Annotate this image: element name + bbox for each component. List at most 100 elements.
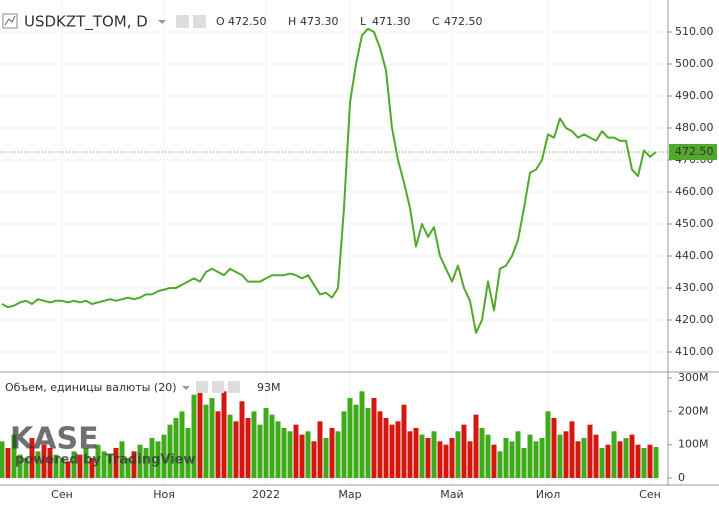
symbol-icon[interactable]	[2, 13, 18, 29]
hide-icon[interactable]	[193, 15, 206, 28]
volume-bar	[323, 438, 329, 478]
volume-bar	[119, 441, 125, 478]
volume-bar	[449, 438, 455, 478]
volume-bar	[239, 401, 245, 478]
last-price-label: 472.50	[675, 145, 714, 158]
volume-bar	[77, 454, 83, 478]
volume-bar	[653, 447, 659, 478]
volume-bar	[551, 418, 557, 478]
close-icon[interactable]	[228, 381, 240, 393]
volume-bar	[407, 431, 413, 478]
volume-bar	[233, 421, 239, 478]
ohlc-legend: O 472.50 H 473.30 L 471.30 C 472.50	[216, 15, 483, 28]
chart-title: USDKZT_TOM, D	[24, 13, 148, 32]
volume-bar	[533, 441, 539, 478]
volume-bar	[53, 454, 59, 478]
volume-bar	[455, 431, 461, 478]
volume-pane: 93M	[0, 381, 659, 478]
y-tick-label: 460.00	[675, 185, 714, 198]
volume-bar	[485, 434, 491, 478]
volume-bar	[263, 408, 269, 478]
volume-bar	[425, 438, 431, 478]
volume-bar	[623, 438, 629, 478]
volume-bar	[137, 444, 143, 478]
volume-bar	[593, 434, 599, 478]
volume-bar	[41, 444, 47, 478]
volume-bar	[479, 428, 485, 478]
volume-bar	[647, 444, 653, 478]
x-tick-label: Ноя	[153, 488, 175, 501]
volume-bar	[179, 411, 185, 478]
volume-bar	[203, 404, 209, 478]
ohlc-value: 473.30	[300, 15, 339, 28]
volume-bar	[221, 391, 227, 478]
volume-bar	[473, 414, 479, 478]
volume-bar	[191, 394, 197, 478]
volume-bar	[5, 448, 11, 478]
volume-bar	[443, 444, 449, 478]
volume-bar	[317, 421, 323, 478]
volume-bar	[47, 448, 53, 478]
volume-bar	[599, 448, 605, 478]
volume-bar	[257, 424, 263, 478]
volume-bar	[341, 411, 347, 478]
volume-bar	[521, 448, 527, 478]
volume-bar	[23, 458, 29, 478]
settings-icon[interactable]	[196, 381, 208, 393]
y-tick-label: 510.00	[675, 25, 714, 38]
ohlc-value: 471.30	[372, 15, 411, 28]
volume-bar	[569, 421, 575, 478]
volume-last-value: 93M	[257, 381, 281, 394]
y-tick-label: 500.00	[675, 57, 714, 70]
volume-bar	[59, 458, 65, 478]
volume-bar	[335, 431, 341, 478]
last-price-box	[669, 144, 717, 160]
volume-bar	[419, 434, 425, 478]
x-tick-label: Мар	[338, 488, 361, 501]
volume-bar	[581, 438, 587, 478]
volume-bar	[401, 404, 407, 478]
volume-bar	[437, 441, 443, 478]
volume-bar	[515, 431, 521, 478]
volume-bar	[497, 451, 503, 478]
volume-bar	[0, 441, 5, 478]
y-tick-label: 440.00	[675, 249, 714, 262]
volume-bar	[215, 411, 221, 478]
volume-bar	[197, 381, 203, 478]
y-tick-label: 0	[678, 471, 685, 484]
volume-bar	[107, 454, 113, 478]
volume-bar	[89, 458, 95, 478]
watermark-logo: KASE	[10, 422, 99, 457]
volume-bar	[269, 414, 275, 478]
ohlc-value: 472.50	[444, 15, 483, 28]
volume-bar	[365, 408, 371, 478]
volume-bar	[227, 414, 233, 478]
volume-bar	[431, 431, 437, 478]
volume-bar	[605, 444, 611, 478]
settings-icon[interactable]	[176, 15, 189, 28]
price-pane: 472.50	[0, 27, 717, 334]
volume-bar	[155, 441, 161, 478]
watermark-text: powered by TradingView	[15, 453, 196, 468]
dropdown-arrow[interactable]	[182, 386, 190, 390]
volume-bar	[287, 431, 293, 478]
dropdown-arrow[interactable]	[158, 20, 166, 24]
hide-icon[interactable]	[212, 381, 224, 393]
price-line	[1, 27, 657, 334]
volume-bar	[161, 434, 167, 478]
volume-bar	[371, 398, 377, 478]
volume-bar	[611, 431, 617, 478]
y-tick-label: 430.00	[675, 281, 714, 294]
volume-bar	[11, 434, 17, 478]
volume-bar	[185, 428, 191, 478]
ohlc-name: C	[432, 15, 440, 28]
volume-bar	[557, 434, 563, 478]
volume-bar	[83, 448, 89, 478]
volume-bar	[143, 448, 149, 478]
volume-bar	[509, 441, 515, 478]
volume-bar	[413, 428, 419, 478]
volume-bar	[461, 424, 467, 478]
